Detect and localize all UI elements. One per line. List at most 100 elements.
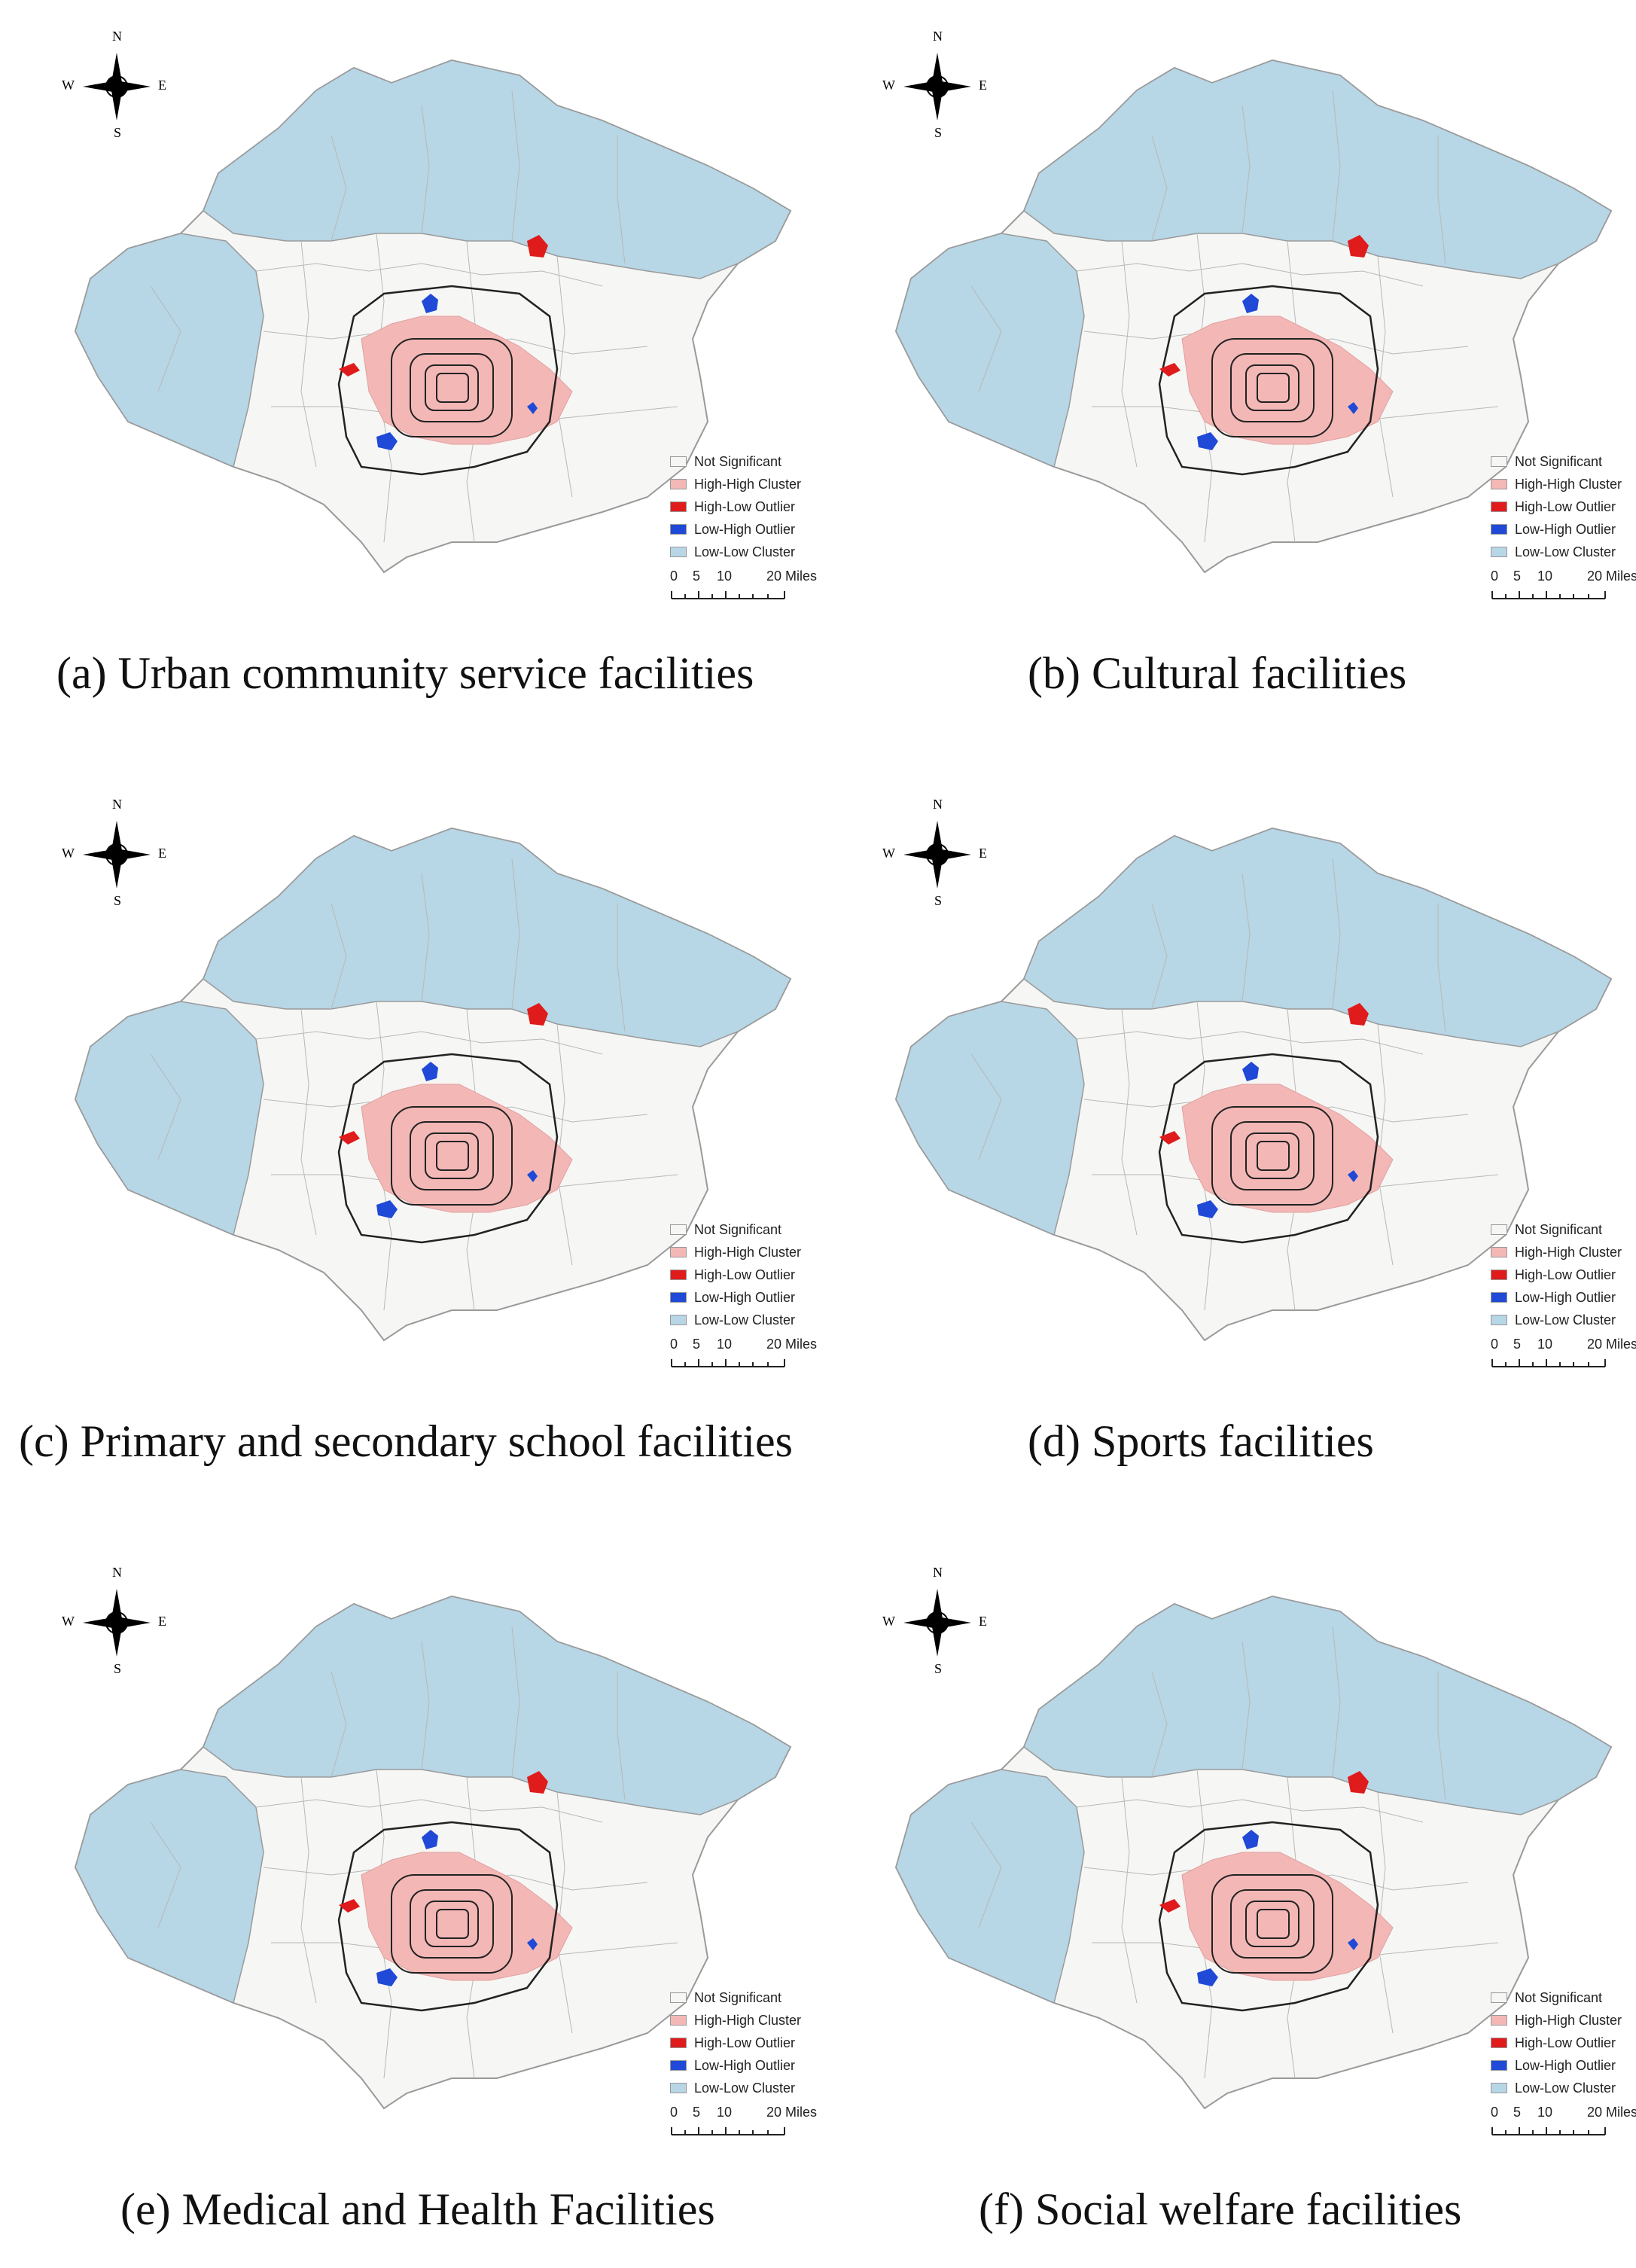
ring-road-outer	[337, 1053, 559, 1244]
legend-label: Not Significant	[1515, 1221, 1603, 1237]
low-high-outlier	[527, 1938, 538, 1950]
legend-label: High-High Cluster	[1515, 2012, 1622, 2028]
ring-road-outer	[1158, 1053, 1379, 1244]
scale-bar: 0 5 10 20 Miles	[1491, 1337, 1636, 1382]
ring-road-3	[425, 1901, 479, 1947]
high-low-outlier	[339, 363, 360, 376]
scale-label: 0	[1491, 1337, 1499, 1352]
high-low-outlier	[527, 1003, 548, 1026]
scale-ticks	[1491, 1359, 1606, 1367]
panel-caption: (b) Cultural facilities	[1028, 648, 1407, 698]
ring-road-3	[1245, 1901, 1299, 1947]
scale-bar: 0 5 10 20 Miles	[670, 2105, 821, 2150]
high-low-outlier	[339, 1131, 360, 1145]
compass-s: S	[114, 893, 122, 908]
high-low-outliers	[339, 235, 548, 376]
ring-road-2	[1257, 1909, 1290, 1939]
legend-swatch	[1491, 1992, 1507, 2003]
ring-road-4	[1230, 353, 1315, 422]
lisa-cluster-map	[894, 59, 1613, 574]
ring-road-outer	[337, 285, 559, 476]
panel-caption: (e) Medical and Health Facilities	[120, 2184, 715, 2234]
ring-road-5	[1211, 1106, 1333, 1206]
legend-swatch	[670, 2083, 687, 2093]
lisa-cluster-map	[74, 1595, 792, 2110]
legend-item: Not Significant	[670, 1218, 801, 1241]
scale-label: 5	[1513, 2105, 1522, 2120]
legend-label: High-High Cluster	[694, 476, 802, 492]
legend-label: High-Low Outlier	[694, 2035, 796, 2050]
ring-road-5	[391, 338, 513, 437]
legend-item: High-Low Outlier	[1491, 495, 1622, 518]
ring-road-3	[1245, 1132, 1299, 1179]
legend-item: Low-Low Cluster	[670, 1309, 801, 1331]
compass-e: E	[158, 1614, 166, 1629]
legend-swatch	[1491, 2083, 1507, 2093]
legend-swatch	[670, 479, 687, 489]
high-low-outlier	[1159, 1131, 1181, 1145]
legend-item: High-High Cluster	[670, 1241, 801, 1264]
legend-swatch	[670, 2060, 687, 2071]
legend-item: High-Low Outlier	[670, 2032, 801, 2054]
scale-ticks	[1491, 2127, 1606, 2135]
scale-label: 20 Miles	[1587, 1337, 1636, 1352]
legend-item: High-Low Outlier	[1491, 2032, 1622, 2054]
compass-w: W	[62, 1614, 75, 1629]
compass-n: N	[933, 29, 943, 44]
legend-item: High-High Cluster	[670, 473, 801, 495]
low-high-outlier	[1242, 1062, 1259, 1081]
legend-swatch	[670, 1292, 687, 1303]
low-high-outliers	[1197, 1062, 1358, 1218]
scale-bar: 0 5 10 20 Miles	[1491, 569, 1636, 614]
high-low-outlier	[1159, 1899, 1181, 1913]
legend-item: Low-Low Cluster	[1491, 541, 1622, 563]
legend-swatch	[670, 1247, 687, 1257]
low-low-north-region	[203, 1596, 791, 1815]
legend-swatch	[670, 456, 687, 467]
low-high-outliers	[376, 1062, 538, 1218]
north-arrow-icon: N S E W	[881, 1565, 994, 1679]
legend-swatch	[1491, 2015, 1507, 2026]
compass-n: N	[933, 797, 943, 812]
ring-road-5	[1211, 338, 1333, 437]
high-low-outliers	[339, 1771, 548, 1913]
compass-w: W	[882, 78, 895, 93]
legend-label: Not Significant	[694, 453, 782, 469]
map-legend: Not Significant High-High Cluster High-Low…	[1491, 1986, 1622, 2099]
legend-label: High-High Cluster	[1515, 1244, 1622, 1260]
legend-item: Low-High Outlier	[1491, 1286, 1622, 1309]
compass-s: S	[114, 1661, 122, 1676]
ring-road-4	[1230, 1889, 1315, 1959]
legend-label: Low-Low Cluster	[1515, 2080, 1616, 2096]
scale-label: 5	[693, 2105, 701, 2120]
legend-label: High-Low Outlier	[1515, 2035, 1616, 2050]
legend-swatch	[1491, 524, 1507, 535]
scale-bar: 0 5 10 20 Miles	[1491, 2105, 1636, 2150]
legend-label: Low-High Outlier	[1515, 521, 1616, 537]
low-low-west-region	[895, 233, 1085, 468]
legend-swatch	[1491, 2038, 1507, 2048]
ring-road-4	[410, 1889, 494, 1959]
high-high-cluster	[361, 316, 573, 445]
low-high-outlier	[1197, 432, 1218, 450]
scale-label: 20 Miles	[766, 569, 818, 584]
low-high-outliers	[376, 1830, 538, 1986]
low-low-west-region	[895, 1001, 1085, 1236]
legend-item: Low-High Outlier	[1491, 2054, 1622, 2077]
legend-label: High-Low Outlier	[694, 498, 796, 514]
scale-label: 10	[717, 2105, 733, 2120]
compass-w: W	[882, 1614, 895, 1629]
map-panel-d: N S E W Not Significant High-High Cluster…	[851, 783, 1636, 1466]
lisa-cluster-map	[74, 827, 792, 1342]
map-panel-e: N S E W Not Significant High-High Cluster…	[30, 1551, 817, 2234]
legend-label: High-Low Outlier	[1515, 498, 1616, 514]
low-high-outliers	[376, 294, 538, 450]
ring-road-3	[1245, 364, 1299, 411]
high-high-cluster	[1181, 1852, 1394, 1981]
legend-item: Low-Low Cluster	[670, 2077, 801, 2099]
legend-item: Low-High Outlier	[670, 1286, 801, 1309]
ring-road-2	[436, 1141, 469, 1171]
map-panel-b: N S E W Not Significant High-High Cluster…	[851, 15, 1636, 698]
panel-caption: (d) Sports facilities	[1028, 1416, 1374, 1466]
legend-label: Low-Low Cluster	[1515, 544, 1616, 559]
